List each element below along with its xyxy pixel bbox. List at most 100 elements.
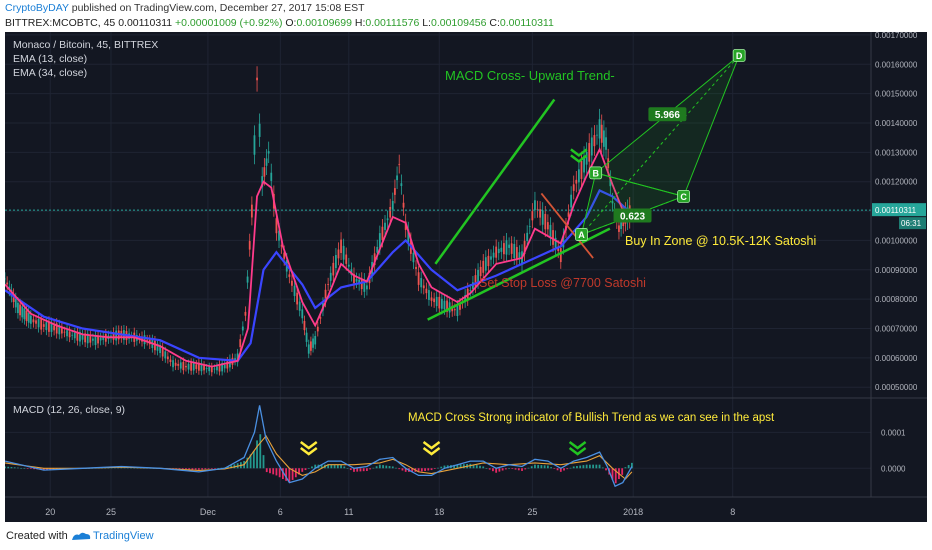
point-b-badge <box>589 166 603 180</box>
legend-ema34: EMA (34, close) <box>13 67 87 79</box>
candle-body <box>60 328 63 334</box>
candle-body <box>503 243 505 255</box>
candle-body <box>316 326 319 332</box>
candle-body <box>190 362 193 371</box>
candle-body <box>546 222 549 230</box>
macd-histogram-bar <box>424 468 426 471</box>
footer-brand[interactable]: TradingView <box>93 530 154 542</box>
candle-body <box>428 290 430 300</box>
candle-body <box>386 218 389 221</box>
candle-body <box>420 278 423 288</box>
candle-body <box>200 363 203 372</box>
macd-histogram-bar <box>579 465 582 469</box>
macd-histogram-bar <box>595 464 598 469</box>
macd-histogram-bar <box>621 468 624 475</box>
candle-body <box>208 366 211 372</box>
macd-histogram-bar <box>624 467 627 469</box>
macd-histogram-bar <box>288 468 291 483</box>
macd-histogram-bar <box>320 464 323 469</box>
candle-body <box>213 368 216 370</box>
macd-histogram-bar <box>42 468 45 471</box>
candle-body <box>239 339 242 348</box>
candle-body <box>577 169 580 183</box>
candle-body <box>557 247 560 252</box>
close-value: 0.00110311 <box>499 17 554 29</box>
macd-histogram-bar <box>126 467 129 469</box>
axes-layer: 0.00170000 0.00160000 0.00150000 0.00140000… <box>5 32 927 522</box>
candle-body <box>580 160 583 179</box>
candle-body <box>319 317 322 319</box>
author-link[interactable]: CryptoByDAY <box>5 2 69 14</box>
candle-body <box>559 248 562 263</box>
macd-histogram-bar <box>356 468 359 472</box>
candle-body <box>544 213 547 230</box>
point-d-label: D <box>736 51 743 61</box>
candle-body <box>89 335 92 343</box>
chart-panel[interactable]: A B C D 5.966 0.623 0.00170000 0.00160000 0.001… <box>5 32 927 522</box>
candle-body <box>562 235 565 248</box>
macd-histogram-bar <box>281 468 284 480</box>
macd-line <box>5 405 633 488</box>
macd-histogram-bar <box>343 466 346 469</box>
macd-histogram-bar <box>566 468 569 470</box>
candle-body <box>48 321 50 332</box>
price-tick-label: 0.00100000 <box>875 236 918 245</box>
candle-body <box>55 323 58 334</box>
macd-histogram-bar <box>49 468 52 470</box>
macd-histogram-bar <box>537 464 540 469</box>
macd-histogram-bar <box>265 468 268 473</box>
low-value: 0.00109456 <box>430 17 487 29</box>
candle-body <box>471 282 474 289</box>
candle-body <box>115 330 118 341</box>
candle-body <box>575 179 578 184</box>
time-tick-label: 25 <box>106 507 116 517</box>
candle-body <box>593 135 596 147</box>
macd-histogram-bar <box>262 455 265 469</box>
candle-body <box>97 335 99 344</box>
macd-histogram-bar <box>7 466 10 469</box>
macd-histogram-bar <box>375 466 378 469</box>
macd-histogram-bar <box>340 464 342 469</box>
candle-body <box>265 158 268 166</box>
candle-body <box>539 209 542 218</box>
candle-body <box>347 264 350 267</box>
candle-body <box>600 124 603 143</box>
point-c-badge <box>677 189 690 203</box>
time-tick-label: 8 <box>730 507 735 517</box>
candle-body <box>402 202 405 208</box>
annotation-buy-zone: Buy In Zone @ 10.5K-12K Satoshi <box>625 234 816 248</box>
candle-body <box>536 208 539 210</box>
candle-body <box>497 248 500 254</box>
footer: Created with TradingView <box>0 522 932 550</box>
macd-histogram-bar <box>369 468 372 470</box>
macd-histogram-bar <box>362 468 365 472</box>
candle-body <box>417 272 420 285</box>
macd-histogram-bar <box>475 465 478 469</box>
close-label: C: <box>489 17 500 29</box>
candle-body <box>94 335 97 346</box>
candle-body <box>241 326 244 331</box>
candle-body <box>45 322 48 331</box>
macd-histogram-bar <box>443 465 446 469</box>
price-tag-value: 0.00110311 <box>875 206 917 215</box>
candle-body <box>182 361 185 371</box>
macd-histogram-bar <box>479 465 481 469</box>
candle-body <box>263 167 266 177</box>
candle-body <box>177 363 180 366</box>
candle-body <box>479 266 482 277</box>
tradingview-logo-icon <box>72 532 91 540</box>
candle-body <box>310 341 312 351</box>
candle-body <box>174 362 177 366</box>
candle-body <box>453 309 456 311</box>
macd-histogram-bar <box>259 434 262 469</box>
candle-body <box>293 285 296 297</box>
stop-loss-line <box>540 192 594 259</box>
candle-body <box>585 151 588 165</box>
legend-macd: MACD (12, 26, close, 9) <box>13 404 125 416</box>
candle-body <box>314 335 317 345</box>
macd-histogram-bar <box>29 468 32 469</box>
macd-histogram-bar <box>10 467 13 469</box>
macd-histogram-bar <box>201 468 204 470</box>
candle-body <box>412 252 415 263</box>
